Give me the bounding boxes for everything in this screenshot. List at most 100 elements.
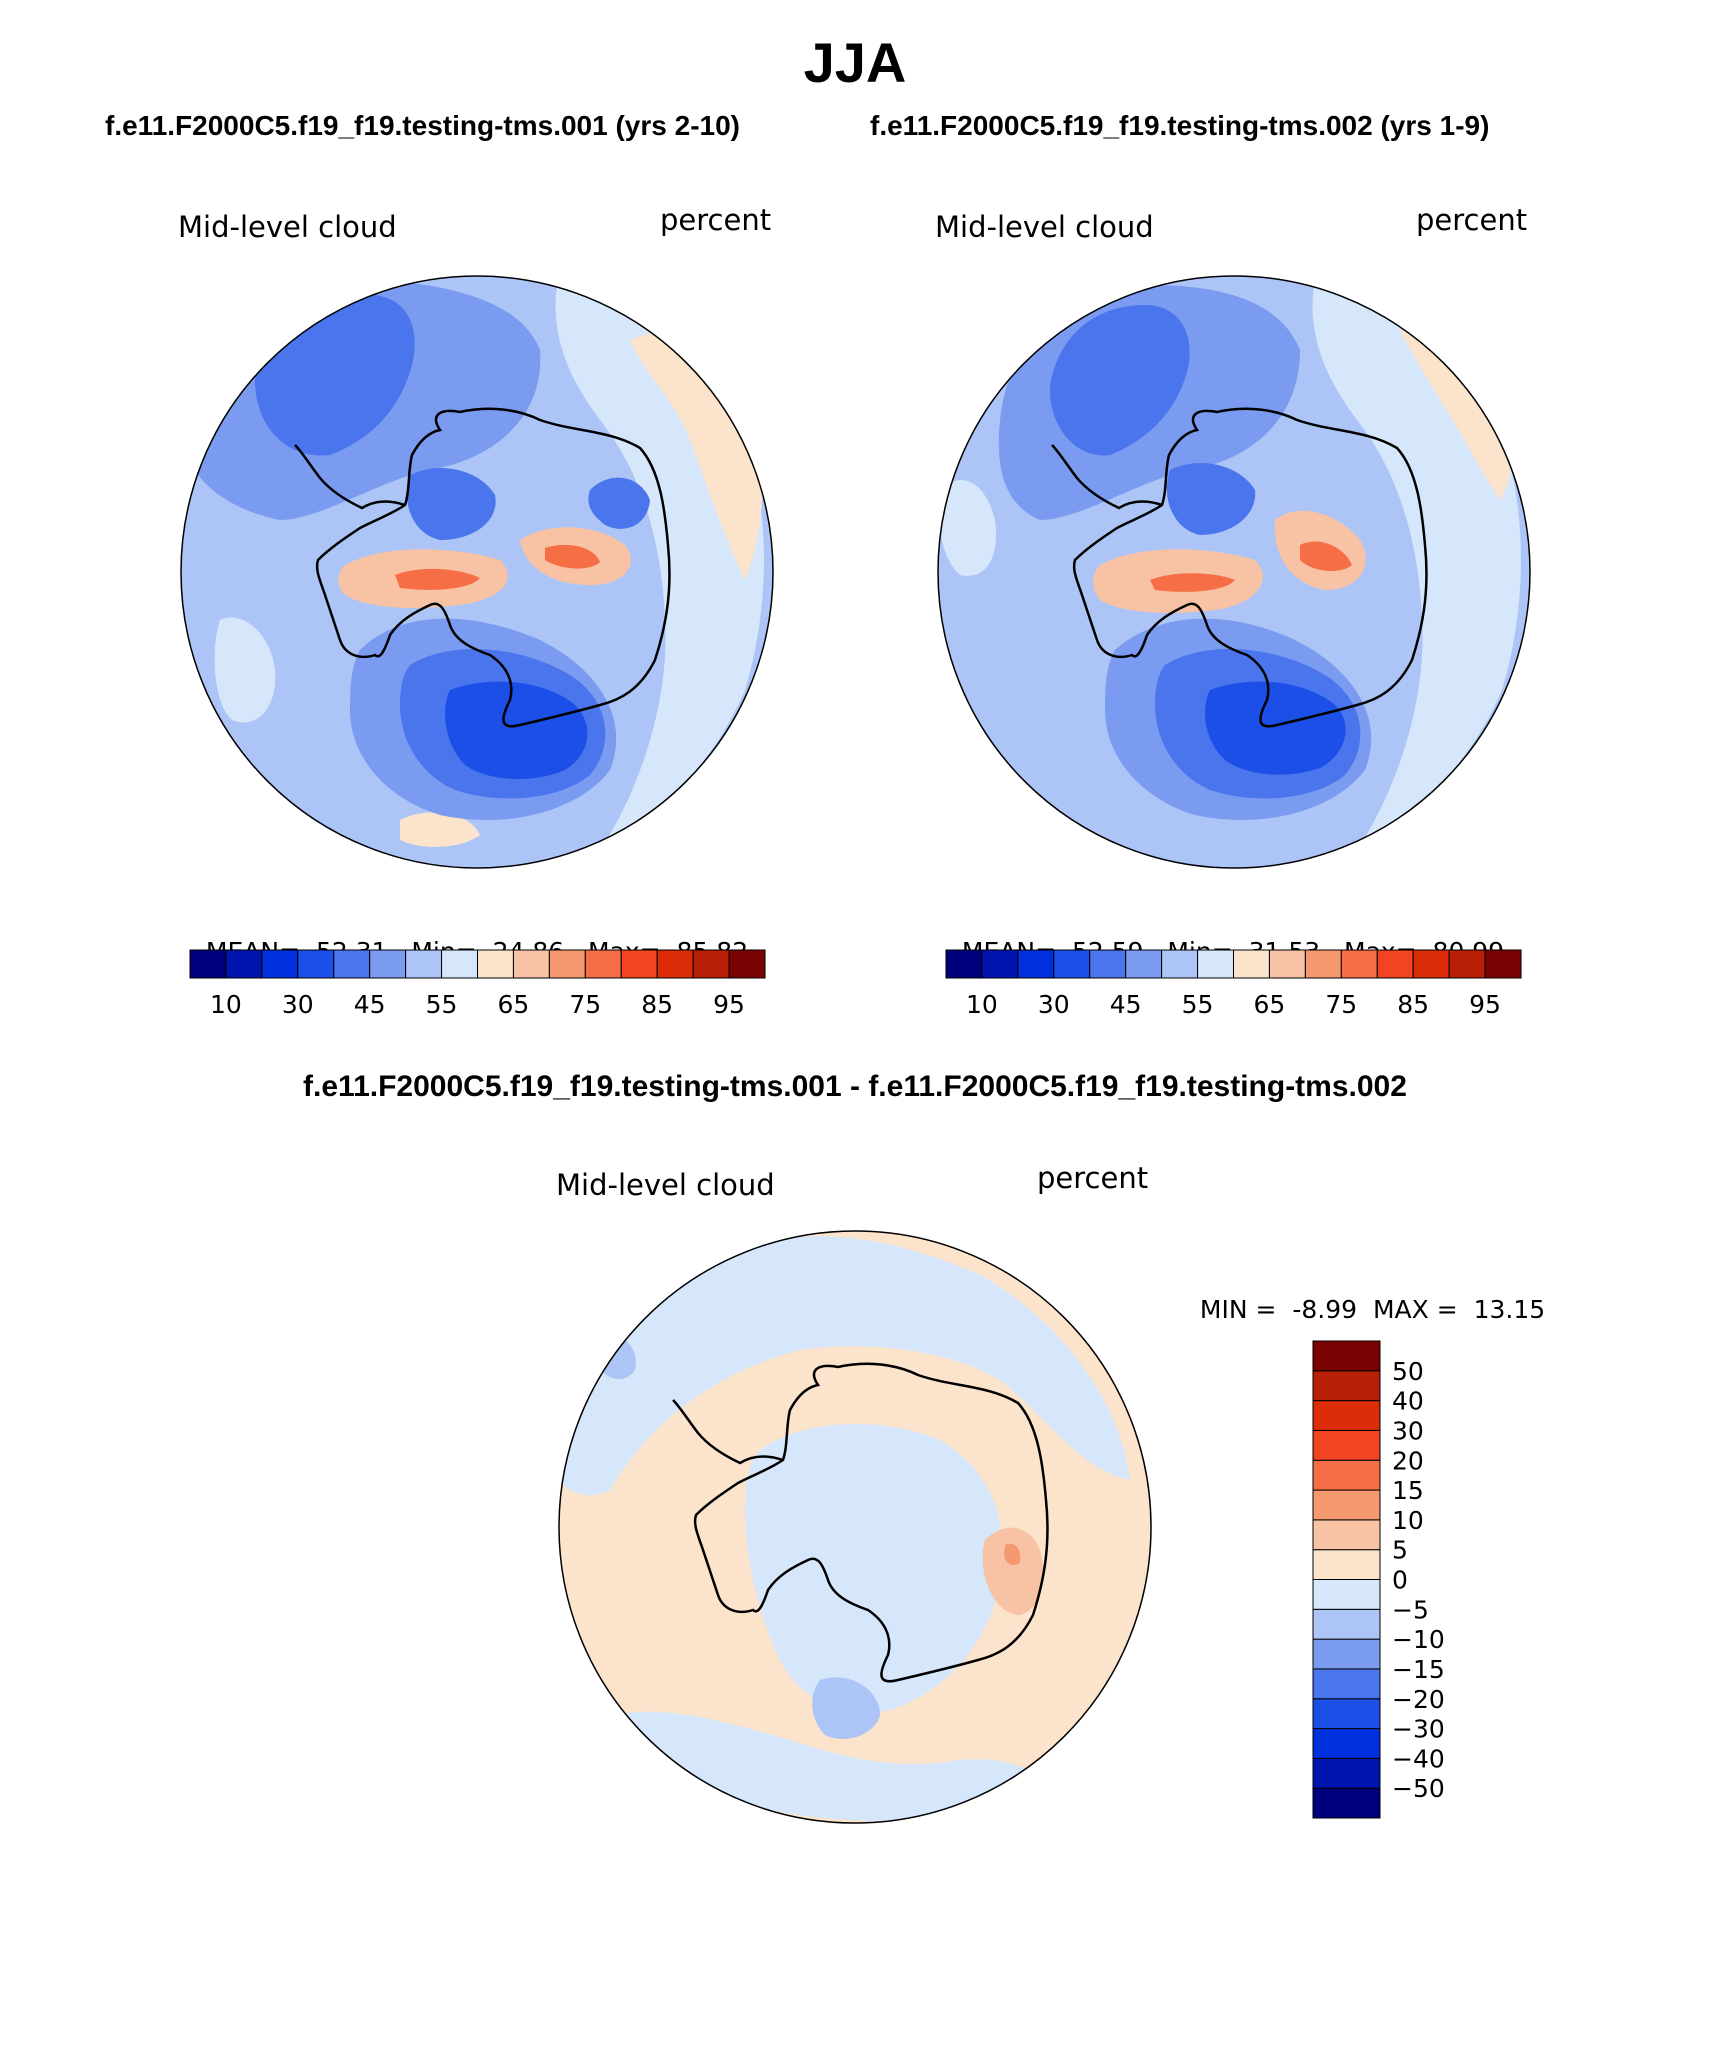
case1-title: f.e11.F2000C5.f19_f19.testing-tms.001 (y… <box>105 110 740 141</box>
panel2-map <box>938 276 1530 868</box>
panel3-variable-label: Mid-level cloud <box>556 1168 775 1202</box>
panel0-colorbar-box <box>548 949 586 979</box>
panel0-colorbar-tick-label: 45 <box>354 990 386 1019</box>
panel1-blue-interior-east <box>588 477 650 529</box>
panel1-colorbar-box <box>1125 949 1163 979</box>
panel0-colorbar-box <box>261 949 299 979</box>
panel1-colorbar-box <box>1448 949 1486 979</box>
panel1-colorbar-tick-label: 95 <box>1469 990 1501 1019</box>
panel1-colorbar-tick-label: 65 <box>1254 990 1286 1019</box>
panel2-darker-blue-south <box>1205 681 1346 775</box>
panel0-colorbar-tick-label: 55 <box>426 990 458 1019</box>
panel0-colorbar-box <box>656 949 694 979</box>
panel3-blue-patch-south <box>812 1677 880 1739</box>
panel2-colorbar-tick-label: −30 <box>1392 1715 1445 1744</box>
panel2-colorbar-box <box>1312 1787 1381 1819</box>
panel2-colorbar-tick-label: −15 <box>1392 1655 1445 1684</box>
panel2-colorbar-box <box>1312 1757 1381 1789</box>
panel0-colorbar-tick-label: 75 <box>569 990 601 1019</box>
panel2-colorbar-box <box>1312 1668 1381 1700</box>
panel2-colorbar-tick-label: −20 <box>1392 1685 1445 1714</box>
panel1-colorbar-box <box>1340 949 1378 979</box>
panel1-units-label: percent <box>660 203 772 237</box>
panel2-colorbar-tick-label: 40 <box>1392 1387 1424 1416</box>
panel3-map-border <box>558 1230 1152 1824</box>
panel2-colorbar-box <box>1312 1489 1381 1521</box>
panel2-colorbar-tick-label: 50 <box>1392 1357 1424 1386</box>
panel2-colorbar-tick-label: −5 <box>1392 1595 1429 1624</box>
panel3-positive-core <box>1004 1543 1021 1566</box>
panel0-colorbar-box <box>692 949 730 979</box>
panel1-colorbar-box <box>945 949 983 979</box>
panel2-colorbar-tick-label: 20 <box>1392 1446 1424 1475</box>
panel2-colorbar-box <box>1312 1400 1381 1431</box>
panel0-colorbar-box <box>333 949 371 979</box>
panel2-colorbar-box <box>1312 1429 1381 1461</box>
panel2-colorbar-box <box>1312 1340 1381 1372</box>
panel1-colorbar-tick-label: 45 <box>1110 990 1142 1019</box>
panel1-blue-interior <box>406 467 496 540</box>
panel3-map <box>559 1231 1151 1823</box>
case2-title: f.e11.F2000C5.f19_f19.testing-tms.002 (y… <box>870 110 1490 141</box>
panel2-light-blue-west <box>938 480 996 576</box>
panel1-colorbar-box <box>1268 949 1306 979</box>
panel1-colorbar-box <box>1017 949 1055 979</box>
panel0-colorbar-box <box>477 949 514 979</box>
panel1-colorbar-tick-label: 75 <box>1325 990 1357 1019</box>
panel1-variable-label: Mid-level cloud <box>178 210 397 244</box>
panel2-colorbar-tick-label: 15 <box>1392 1476 1424 1505</box>
panel1-colorbar-box <box>1161 949 1199 979</box>
panel1-map <box>181 276 773 868</box>
panel0-colorbar-tick-label: 10 <box>210 990 242 1019</box>
panel2-deep-blue-northwest <box>1049 305 1190 456</box>
panel1-colorbar-box <box>1484 949 1522 979</box>
panel2-variable-label: Mid-level cloud <box>935 210 1154 244</box>
panel3-min-label: MIN = <box>1199 1295 1277 1324</box>
panel2-antarctica-coastline <box>1072 407 1428 728</box>
panel1-antarctica-coastline <box>315 407 671 728</box>
panel2-peninsula-coast <box>1051 444 1163 510</box>
panel2-colorbar-tick-label: 30 <box>1392 1416 1424 1445</box>
panel0-colorbar-tick-label: 30 <box>282 990 314 1019</box>
panel1-colorbar-box <box>1089 949 1127 979</box>
panel1-colorbar-box <box>1233 949 1270 979</box>
panel1-light-blue-west <box>214 617 276 723</box>
panel2-colorbar-tick-label: −10 <box>1392 1625 1445 1654</box>
panel3-positive-east <box>982 1527 1044 1615</box>
diff-title: f.e11.F2000C5.f19_f19.testing-tms.001 - … <box>303 1070 1407 1103</box>
panel3-units-label: percent <box>1037 1161 1149 1195</box>
panel1-peach-south <box>400 812 480 847</box>
panel0-colorbar-box <box>512 949 550 979</box>
panel2-colorbar-tick-label: −50 <box>1392 1774 1445 1803</box>
panel2-colorbar-box <box>1312 1519 1381 1551</box>
panel1-peninsula-coast <box>294 444 406 510</box>
panel1-colorbar-tick-label: 10 <box>966 990 998 1019</box>
panel2-colorbar-box <box>1312 1698 1381 1730</box>
panel1-warm-core-east <box>545 544 600 569</box>
panel2-units-label: percent <box>1416 203 1528 237</box>
panel2-colorbar-box <box>1312 1638 1381 1670</box>
panel2-colorbar-box <box>1312 1549 1381 1580</box>
panel3-antarctica-coastline <box>693 1362 1049 1683</box>
panel3-negative-ring <box>560 1236 1130 1496</box>
panel1-colorbar-box <box>1304 949 1342 979</box>
panel2-colorbar-tick-label: 5 <box>1392 1536 1408 1565</box>
panel2-map-border <box>937 275 1531 869</box>
panel1-colorbar-tick-label: 30 <box>1038 990 1070 1019</box>
panel0-colorbar-box <box>225 949 263 979</box>
panel0-colorbar-box <box>189 949 227 979</box>
panel0-colorbar-tick-label: 85 <box>641 990 673 1019</box>
panel1-colorbar-tick-label: 85 <box>1397 990 1429 1019</box>
panel3-negative-interior <box>745 1423 1003 1713</box>
panel1-colorbar-box <box>1376 949 1414 979</box>
panel3-max-value: 13.15 <box>1473 1295 1546 1324</box>
panel2-colorbar-box <box>1312 1459 1381 1491</box>
panel0-colorbar-box <box>297 949 335 979</box>
panel0-colorbar-box <box>441 949 478 979</box>
panel2-colorbar-box <box>1312 1579 1381 1610</box>
panel0-colorbar-tick-label: 65 <box>498 990 530 1019</box>
panel2-warm-core-east <box>1300 541 1352 572</box>
panel3-peninsula-coast <box>672 1399 784 1465</box>
